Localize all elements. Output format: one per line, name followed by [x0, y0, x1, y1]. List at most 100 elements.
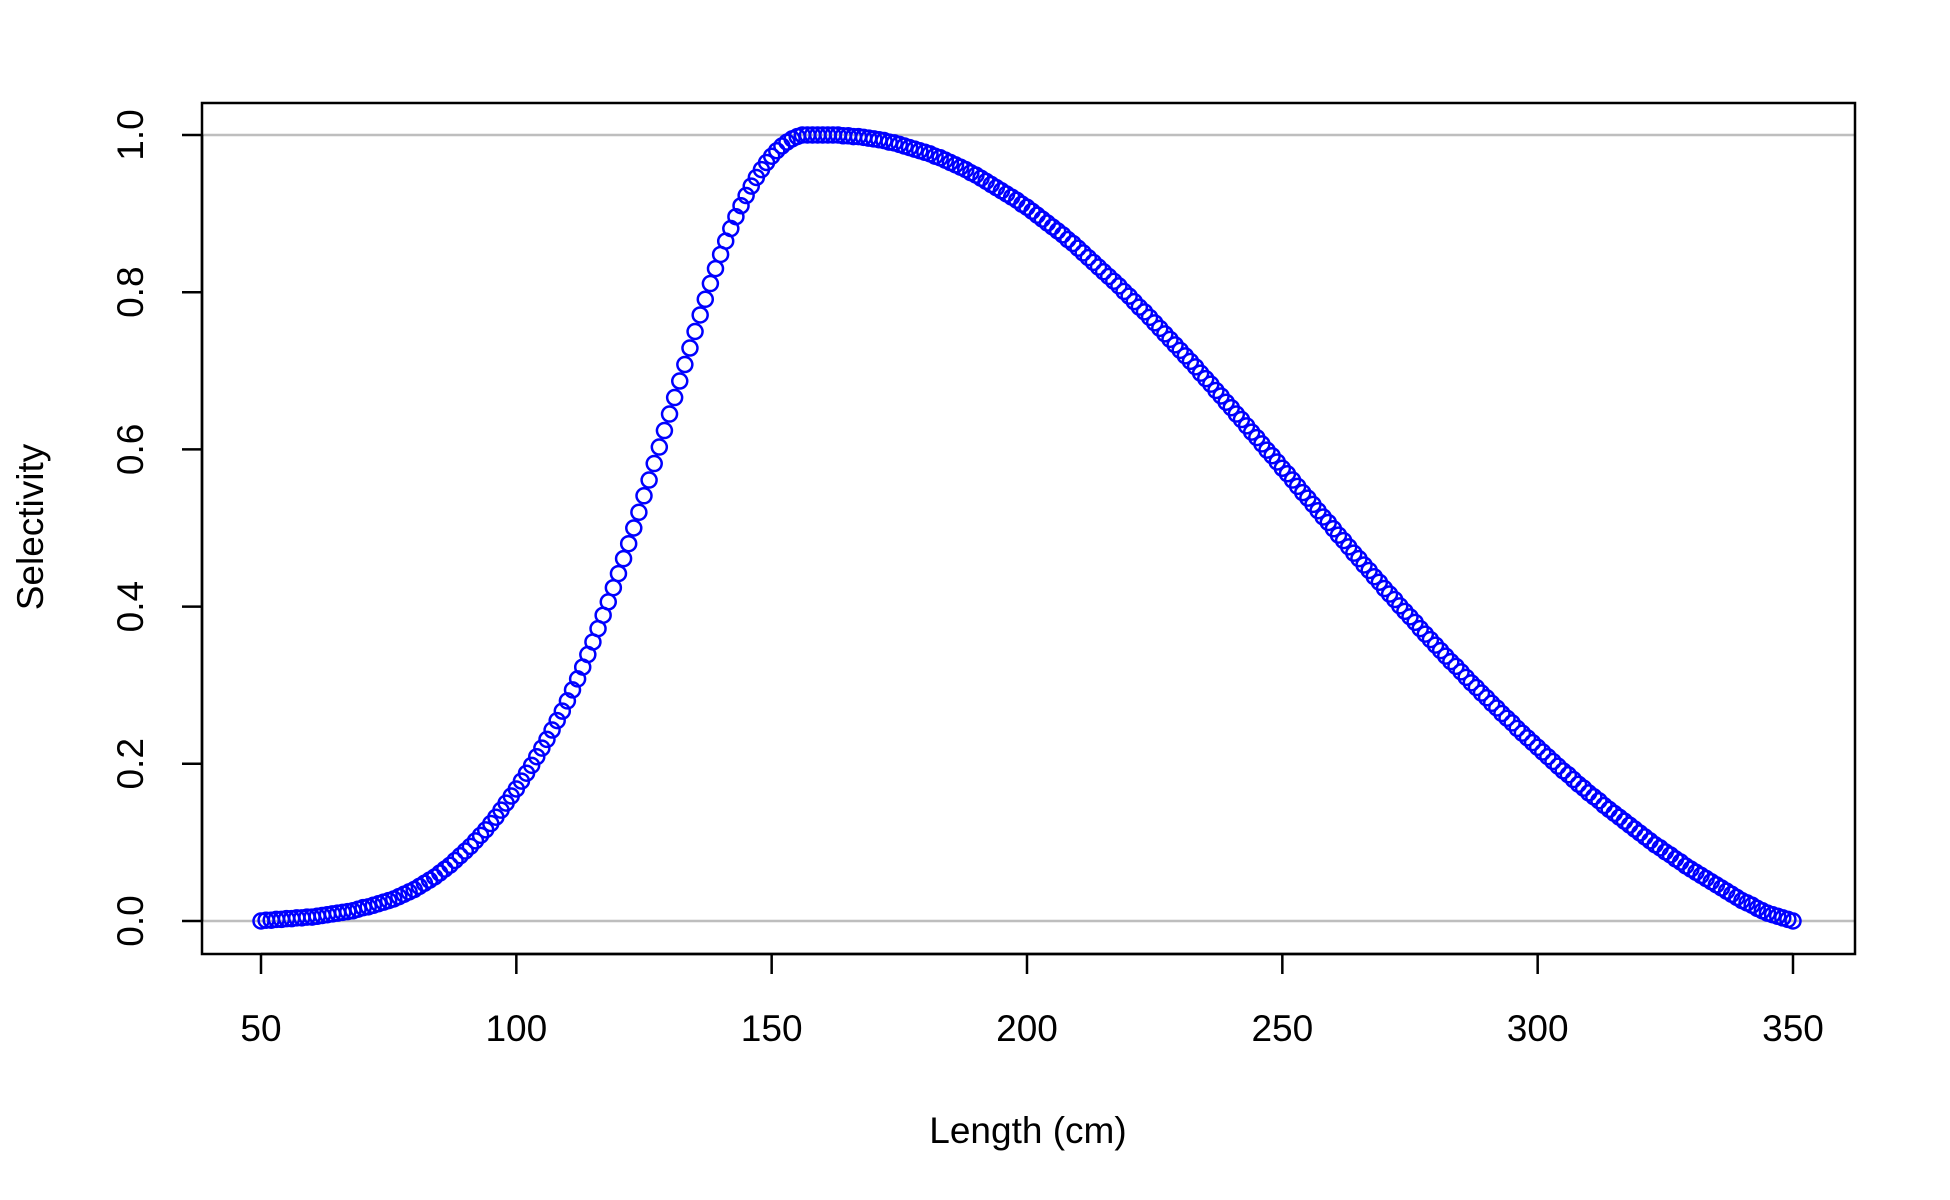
data-point: [635, 487, 653, 505]
data-point: [1544, 752, 1562, 771]
data-point: [609, 564, 628, 583]
data-point: [1574, 779, 1593, 797]
data-point: [1396, 602, 1414, 621]
data-point: [1314, 508, 1332, 526]
y-tick-label: 0.2: [110, 738, 151, 789]
data-point: [441, 856, 459, 874]
data-point: [446, 851, 464, 870]
data-point: [645, 454, 663, 473]
data-point: [660, 405, 679, 423]
data-point: [1380, 585, 1399, 603]
y-axis-title: Selectivity: [10, 443, 51, 610]
data-point: [451, 847, 469, 865]
data-point: [1135, 303, 1154, 321]
data-point: [466, 832, 485, 850]
data-point: [1145, 314, 1164, 332]
data-point: [1074, 244, 1092, 262]
x-tick-label: 250: [1251, 1008, 1313, 1049]
data-point: [768, 141, 786, 160]
data-point: [1094, 263, 1113, 281]
data-point: [670, 372, 689, 390]
reference-lines: [202, 133, 1855, 923]
data-point: [558, 692, 577, 710]
data-point: [701, 274, 720, 293]
data-point: [665, 388, 684, 407]
data-point: [1294, 483, 1312, 502]
data-point: [1125, 292, 1143, 311]
data-point: [1508, 719, 1526, 738]
data-point: [1329, 526, 1348, 544]
data-point: [1472, 684, 1491, 702]
x-tick-label: 150: [741, 1008, 803, 1049]
data-point: [1784, 912, 1802, 930]
data-point: [563, 681, 582, 699]
data-point: [1105, 272, 1123, 290]
data-point: [686, 322, 704, 341]
data-point: [1176, 347, 1195, 365]
data-point: [1099, 267, 1118, 286]
data-point: [533, 739, 551, 757]
data-point: [1452, 663, 1470, 681]
data-point: [1462, 674, 1481, 692]
plot-frame: [200, 101, 1857, 956]
data-point: [1457, 668, 1475, 687]
data-point: [1064, 234, 1082, 253]
data-point: [630, 503, 648, 522]
data-point: [1166, 336, 1184, 354]
data-point: [1447, 657, 1465, 676]
data-point: [1401, 608, 1419, 626]
data-point: [1436, 647, 1455, 665]
data-point: [1110, 277, 1128, 295]
data-point: [1227, 405, 1246, 423]
data-point: [1528, 738, 1547, 757]
data-point: [1549, 757, 1567, 775]
data-point: [522, 756, 541, 775]
data-point: [1069, 239, 1087, 257]
data-point: [1258, 441, 1276, 459]
data-point: [619, 534, 638, 553]
data-point: [599, 593, 618, 611]
data-point: [1207, 381, 1225, 400]
data-point: [625, 519, 643, 537]
data-point: [1539, 747, 1557, 766]
data-point: [640, 471, 658, 489]
data-point: [1564, 770, 1583, 789]
data-point: [1442, 652, 1460, 671]
data-point: [1059, 230, 1077, 249]
data-point: [543, 721, 561, 739]
data-point: [1120, 287, 1138, 305]
data-point: [732, 196, 750, 215]
data-point: [1151, 319, 1169, 338]
data-point: [1084, 253, 1103, 272]
data-point: [696, 290, 715, 309]
data-point: [1416, 625, 1435, 643]
data-point: [1488, 699, 1506, 717]
data-point: [1365, 567, 1384, 586]
data-points: [252, 126, 1802, 930]
y-tick-label: 0.8: [110, 266, 151, 317]
y-tick-label: 1.0: [110, 109, 151, 160]
data-point: [1559, 766, 1578, 784]
data-point: [1493, 704, 1511, 723]
data-point: [1140, 308, 1159, 327]
data-point: [727, 207, 745, 226]
data-point: [1569, 775, 1588, 793]
data-point: [456, 842, 475, 860]
y-tick-label: 0.6: [110, 424, 151, 475]
x-tick-label: 200: [996, 1008, 1058, 1049]
data-point: [1554, 762, 1572, 780]
data-point: [1431, 641, 1450, 660]
data-point: [553, 702, 572, 720]
data-point: [681, 339, 699, 357]
data-point: [1590, 791, 1608, 810]
x-tick-label: 100: [485, 1008, 547, 1049]
data-point: [1115, 282, 1133, 301]
y-axis: 0.0 0.2 0.4 0.6 0.8 1.0: [110, 109, 204, 947]
data-point: [614, 549, 633, 568]
data-point: [1375, 579, 1394, 598]
data-point: [1079, 248, 1098, 267]
data-point: [538, 730, 556, 749]
data-point: [655, 421, 674, 440]
data-point: [1181, 352, 1200, 371]
